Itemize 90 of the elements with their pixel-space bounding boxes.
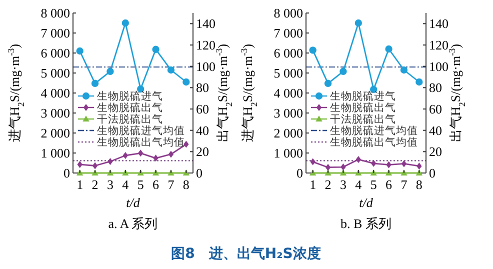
y2-tick-label: 40 [196, 122, 209, 138]
x-tick-label: 5 [370, 177, 377, 192]
legend-label: 干法脱硫出气 [330, 112, 396, 126]
point [153, 154, 158, 162]
x-tick-label: 8 [182, 177, 190, 192]
x-tick-label: 4 [355, 177, 362, 192]
point [324, 80, 332, 87]
y-tick-label: 8 000 [274, 6, 303, 21]
point [167, 66, 175, 74]
y-tick-label: 5 000 [274, 66, 303, 81]
legend-label: 干法脱硫出气 [97, 112, 163, 126]
y-tick-label: 5 000 [40, 66, 70, 81]
point [354, 19, 362, 27]
y2-tick-label: 140 [196, 16, 216, 32]
point [138, 150, 144, 157]
x-tick-label: 7 [400, 177, 408, 192]
y-tick-label: 3 000 [274, 106, 303, 121]
y2-tick-label: 20 [429, 144, 442, 160]
text: a. A 系列 [108, 216, 158, 231]
legend-label: 生物脱硫出气 [97, 101, 163, 114]
x-tick-label: 7 [168, 177, 175, 192]
y-tick-label: 2 000 [40, 126, 70, 141]
legend-label: 生物脱硫进气 [97, 90, 163, 103]
y-tick-label: 7 000 [274, 26, 303, 41]
point [168, 150, 174, 158]
y-tick-label: 0 [64, 166, 70, 181]
x-tick-label: 5 [137, 177, 144, 192]
y2-tick-label: 100 [429, 58, 448, 74]
point [76, 47, 84, 55]
point [152, 46, 160, 53]
x-tick-label: 1 [76, 177, 84, 192]
x-tick-label: 2 [92, 177, 98, 192]
y-tick-label: 1 000 [274, 146, 303, 161]
point [91, 80, 99, 87]
y-tick-label: 8 000 [40, 6, 70, 21]
point [108, 158, 113, 165]
point [106, 68, 114, 75]
y-tick-label: 1 000 [40, 146, 70, 161]
point [400, 66, 408, 74]
x-tick-label: 6 [152, 177, 160, 192]
y2-tick-label: 80 [196, 80, 209, 96]
y-tick-label: 3 000 [40, 106, 70, 121]
y2-tick-label: 40 [429, 122, 442, 138]
x-tick-label: 4 [122, 177, 130, 192]
y-tick-label: 7 000 [40, 26, 70, 41]
legend-label: 生物脱硫进气均值 [97, 124, 185, 138]
point [122, 19, 130, 27]
point [77, 160, 82, 168]
legend-label: 生物脱硫进气 [330, 90, 396, 103]
y2-tick-label: 80 [429, 80, 442, 96]
x-axis-title: t/d [126, 195, 140, 210]
legend-label: 生物脱硫出气均值 [330, 136, 418, 149]
legend-label: 生物脱硫出气 [330, 101, 396, 114]
x-tick-label: 1 [310, 177, 316, 192]
x-tick-label: 3 [340, 177, 346, 192]
caption: 图8 进、出气H₂S浓度 [171, 245, 321, 262]
point [416, 78, 423, 86]
x-axis-title: t/d [359, 195, 374, 210]
point [106, 170, 114, 176]
y2-tick-label: 140 [429, 16, 448, 32]
y-tick-label: 2 000 [274, 126, 303, 141]
point [92, 162, 98, 170]
point [385, 45, 392, 53]
y2-tick-label: 60 [429, 102, 442, 117]
y-tick-label: 4 000 [40, 86, 70, 101]
point [182, 170, 190, 176]
point [340, 68, 347, 75]
y2-tick-label: 120 [196, 38, 216, 53]
point [309, 46, 316, 54]
y-tick-label: 4 000 [274, 86, 303, 101]
point [152, 170, 160, 176]
x-tick-label: 6 [386, 177, 393, 192]
y2-tick-label: 20 [196, 144, 209, 160]
y-tick-label: 6 000 [40, 46, 70, 61]
point [122, 152, 128, 160]
point [182, 78, 190, 86]
y-tick-label: 6 000 [274, 46, 303, 61]
y2-tick-label: 0 [196, 166, 202, 181]
x-tick-label: 2 [324, 177, 332, 192]
x-tick-label: 8 [416, 177, 422, 192]
y2-tick-label: 60 [196, 102, 209, 117]
point [76, 170, 84, 176]
x-tick-label: 3 [106, 177, 114, 192]
y-tick-label: 0 [296, 166, 303, 181]
legend-label: 生物脱硫出气均值 [97, 136, 185, 149]
text: b. B 系列 [340, 216, 392, 231]
legend-label: 生物脱硫进气均值 [330, 124, 418, 138]
y2-tick-label: 120 [429, 38, 448, 53]
y2-tick-label: 100 [196, 58, 216, 74]
y2-tick-label: 0 [429, 166, 436, 181]
